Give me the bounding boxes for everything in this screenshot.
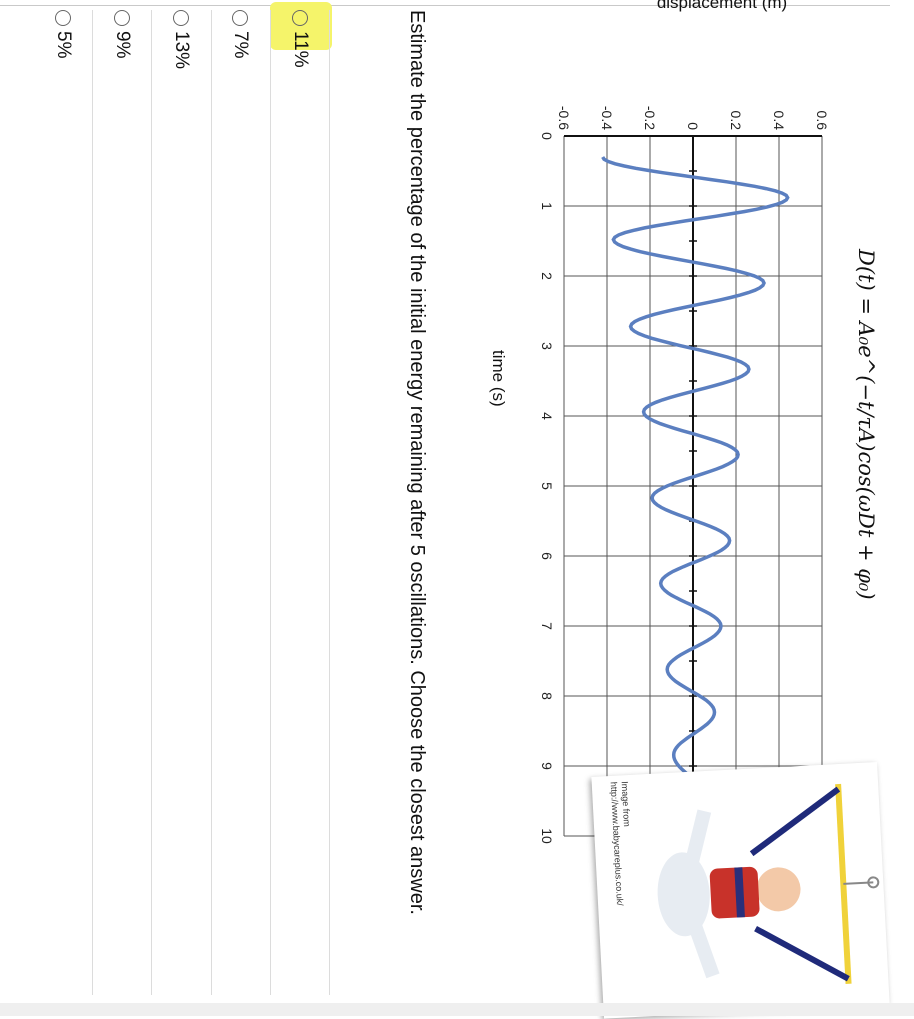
y-tick-label: -0.4: [599, 106, 615, 130]
y-tick-label: 0.4: [771, 111, 787, 131]
option-divider: [270, 10, 271, 995]
image-credit: Image from http://www.babycareplus.co.uk…: [608, 781, 636, 906]
answer-option[interactable]: 7%: [226, 10, 254, 58]
x-tick-label: 6: [539, 552, 555, 560]
y-tick-label: -0.2: [642, 106, 658, 130]
answer-option[interactable]: 11%: [286, 10, 314, 68]
answer-option[interactable]: 5%: [49, 10, 77, 58]
option-label: 11%: [289, 31, 311, 68]
y-tick-label: -0.6: [556, 106, 572, 130]
x-tick-label: 10: [539, 828, 555, 844]
answer-option[interactable]: 9%: [108, 10, 136, 58]
x-axis-label: time (s): [488, 350, 508, 407]
radio-button[interactable]: [232, 10, 248, 26]
x-tick-label: 8: [539, 692, 555, 700]
y-tick-label: 0.6: [814, 111, 830, 131]
answer-option[interactable]: 13%: [167, 10, 195, 69]
radio-button[interactable]: [55, 10, 71, 26]
baby-bouncer-photo: Image from http://www.babycareplus.co.uk…: [591, 762, 889, 1019]
bottom-band: [0, 1003, 914, 1016]
x-tick-label: 7: [539, 622, 555, 630]
x-tick-label: 3: [539, 342, 555, 350]
radio-button[interactable]: [292, 10, 308, 26]
option-divider: [92, 10, 93, 995]
option-divider: [151, 10, 152, 995]
radio-button[interactable]: [173, 10, 189, 26]
rotated-content: D(t) = A₀e^(−t/τA)cos(ωDt + φ₀) displace…: [8, 10, 888, 1010]
x-tick-label: 5: [539, 482, 555, 490]
x-tick-label: 9: [539, 762, 555, 770]
y-tick-label: 0: [685, 122, 701, 130]
x-tick-label: 1: [539, 202, 555, 210]
option-label: 13%: [170, 31, 192, 69]
displacement-curve: [603, 157, 788, 798]
x-tick-label: 4: [539, 412, 555, 420]
question-text: Estimate the percentage of the initial e…: [403, 10, 430, 990]
option-label: 9%: [111, 31, 133, 58]
option-label: 7%: [229, 31, 251, 58]
option-label: 5%: [52, 31, 74, 58]
radio-button[interactable]: [114, 10, 130, 26]
baby-bouncer-illustration: [637, 762, 889, 1016]
x-tick-label: 2: [539, 272, 555, 280]
y-tick-label: 0.2: [728, 111, 744, 131]
option-divider: [329, 10, 330, 995]
x-tick-label: 0: [539, 132, 555, 140]
option-divider: [211, 10, 212, 995]
